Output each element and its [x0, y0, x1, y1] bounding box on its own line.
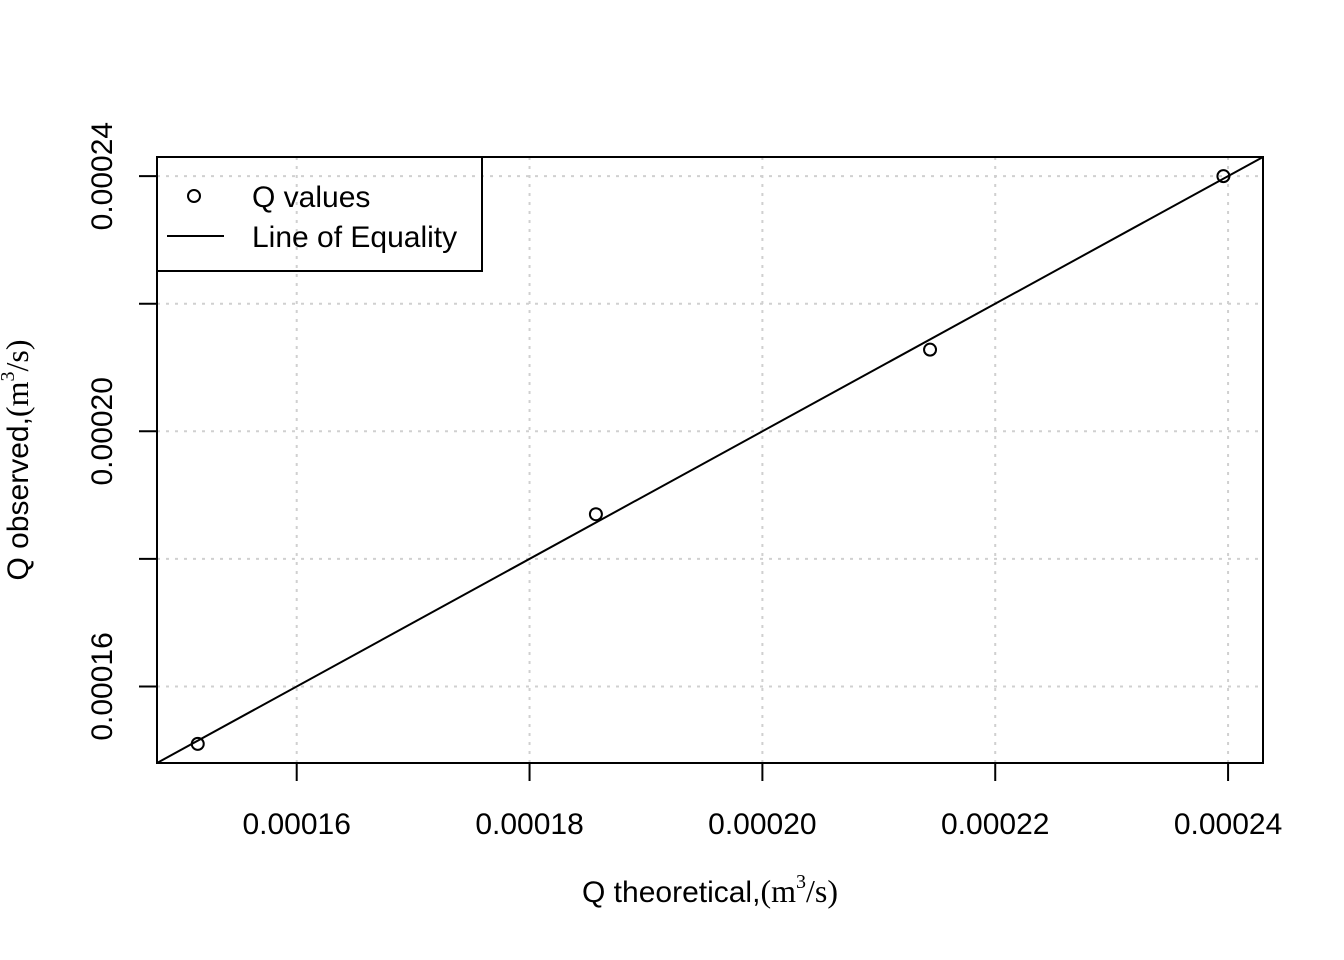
x-axis-title-sup: 3: [796, 871, 806, 893]
equality-line-layer: [156, 156, 1264, 764]
y-axis-title-unit: (m: [0, 381, 35, 417]
plot-frame: [156, 156, 1264, 764]
data-points: [190, 169, 1231, 751]
data-point: [588, 507, 603, 522]
y-tick-label: 0.00024: [86, 122, 119, 230]
legend-label-line-of-equality: Line of Equality: [252, 221, 457, 254]
legend-point-symbol: [187, 189, 201, 203]
legend-box: [156, 156, 483, 272]
y-axis-title-prefix: Q observed,: [2, 417, 35, 580]
legend: Q values Line of Equality: [156, 156, 483, 272]
x-axis-title: Q theoretical,(m3/s): [582, 871, 838, 909]
y-axis: 0.00016 0.00020 0.00024: [86, 122, 157, 741]
data-point: [923, 342, 938, 357]
y-axis-title: Q observed,(m3/s): [0, 340, 35, 581]
x-tick-label: 0.00022: [941, 808, 1049, 841]
legend-label-q-values: Q values: [252, 181, 370, 214]
y-tick-label: 0.00020: [86, 377, 119, 485]
data-point: [190, 736, 205, 751]
x-tick-label: 0.00020: [708, 808, 816, 841]
y-tick-label: 0.00016: [86, 632, 119, 740]
x-axis: 0.00016 0.00018 0.00020 0.00022 0.00024: [242, 763, 1282, 841]
x-axis-title-prefix: Q theoretical,: [582, 876, 760, 909]
grid-lines: [157, 157, 1263, 763]
x-tick-label: 0.00016: [242, 808, 350, 841]
x-tick-label: 0.00024: [1174, 808, 1282, 841]
data-point: [1216, 169, 1231, 184]
x-axis-title-tail: /s): [806, 873, 838, 909]
line-of-equality: [156, 156, 1264, 764]
x-axis-title-unit: (m: [760, 873, 796, 909]
y-axis-title-tail: /s): [0, 340, 35, 372]
y-axis-title-sup: 3: [0, 372, 19, 382]
x-tick-label: 0.00018: [475, 808, 583, 841]
